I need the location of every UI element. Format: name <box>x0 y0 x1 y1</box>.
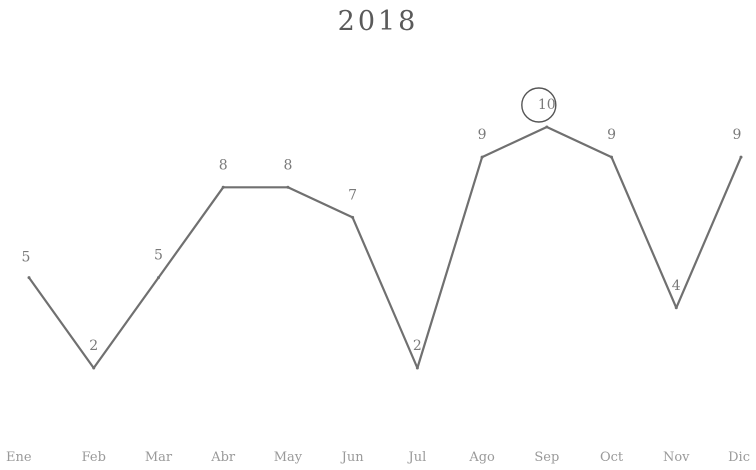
data-point <box>610 155 614 159</box>
series-layer <box>27 125 743 370</box>
chart-title: 2018 <box>337 6 419 37</box>
data-label-layer: 5 2 5 8 8 7 2 9 10 9 4 9 <box>22 87 742 354</box>
data-point <box>27 276 31 280</box>
data-point <box>156 276 160 280</box>
data-label: 10 <box>538 97 556 113</box>
x-tick-label: Mar <box>145 450 173 465</box>
data-point <box>480 155 484 159</box>
x-tick-label: Sep <box>534 450 559 465</box>
data-label: 8 <box>219 157 228 173</box>
data-point <box>674 306 678 310</box>
data-label: 9 <box>733 127 742 143</box>
x-tick-label: Jul <box>406 450 426 465</box>
data-point <box>286 185 290 189</box>
data-label: 7 <box>348 187 357 203</box>
x-tick-label: Nov <box>663 450 690 465</box>
data-point <box>415 366 419 370</box>
data-point <box>351 215 355 219</box>
x-tick-label: Feb <box>82 450 106 465</box>
x-tick-label: Dic <box>728 450 750 465</box>
data-label: 5 <box>154 248 163 264</box>
x-tick-label: Abr <box>210 450 236 465</box>
highlight-circle <box>521 87 557 123</box>
x-tick-label: Jun <box>340 450 365 465</box>
data-point <box>739 155 743 159</box>
data-label: 8 <box>283 157 292 173</box>
data-label: 2 <box>413 338 422 354</box>
data-label: 5 <box>22 250 31 266</box>
x-tick-label: Oct <box>600 450 624 465</box>
data-point <box>545 125 549 129</box>
x-tick-label: Ago <box>468 450 495 465</box>
data-label: 4 <box>672 278 681 294</box>
data-point <box>92 366 96 370</box>
data-label: 9 <box>478 127 487 143</box>
data-label: 2 <box>89 338 98 354</box>
data-label: 9 <box>607 127 616 143</box>
series-line <box>28 125 743 370</box>
x-tick-label: May <box>274 450 303 465</box>
x-tick-label: Ene <box>6 450 32 465</box>
x-axis: Ene Feb Mar Abr May Jun Jul Ago Sep Oct Nov Dic <box>6 450 750 465</box>
data-point <box>221 185 225 189</box>
